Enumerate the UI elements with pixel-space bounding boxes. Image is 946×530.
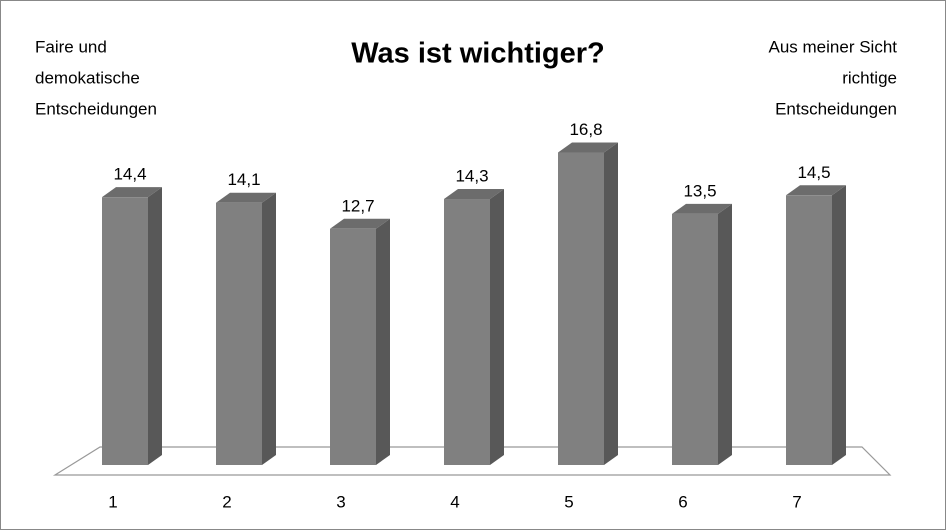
data-label: 14,1 [227,170,260,189]
x-tick-label: 7 [792,492,801,511]
bar-top [102,187,162,198]
bar-side [262,192,276,466]
bar [558,152,604,465]
x-tick-label: 2 [222,492,231,511]
data-label: 13,5 [683,181,716,200]
bar-side [718,203,732,465]
annotation: demokatische [35,68,140,87]
annotation: Entscheidungen [35,99,157,118]
bar-top [786,185,846,196]
data-label: 14,5 [797,163,830,182]
annotation: Aus meiner Sicht [769,37,898,56]
bar-top [216,192,276,203]
bar-top [558,142,618,153]
data-label: 16,8 [569,120,602,139]
chart-title: Was ist wichtiger? [351,38,605,70]
data-label: 12,7 [341,196,374,215]
bar-side [376,218,390,465]
annotation: Entscheidungen [775,99,897,118]
x-tick-label: 1 [108,492,117,511]
bar [330,228,376,465]
bar [444,199,490,465]
x-tick-label: 4 [450,492,459,511]
data-label: 14,4 [113,165,146,184]
x-tick-label: 3 [336,492,345,511]
annotation: richtige [842,68,897,87]
bar [102,197,148,465]
bar-side [832,185,846,466]
bar-top [444,189,504,200]
bar-top [672,203,732,214]
bar-side [148,187,162,465]
bar [672,213,718,465]
annotation: Faire und [35,37,107,56]
x-tick-label: 6 [678,492,687,511]
bar-top [330,218,390,229]
bar [216,202,262,466]
x-tick-label: 5 [564,492,573,511]
bar-side [490,189,504,465]
bar-side [604,142,618,465]
data-label: 14,3 [455,167,488,186]
bar [786,195,832,466]
